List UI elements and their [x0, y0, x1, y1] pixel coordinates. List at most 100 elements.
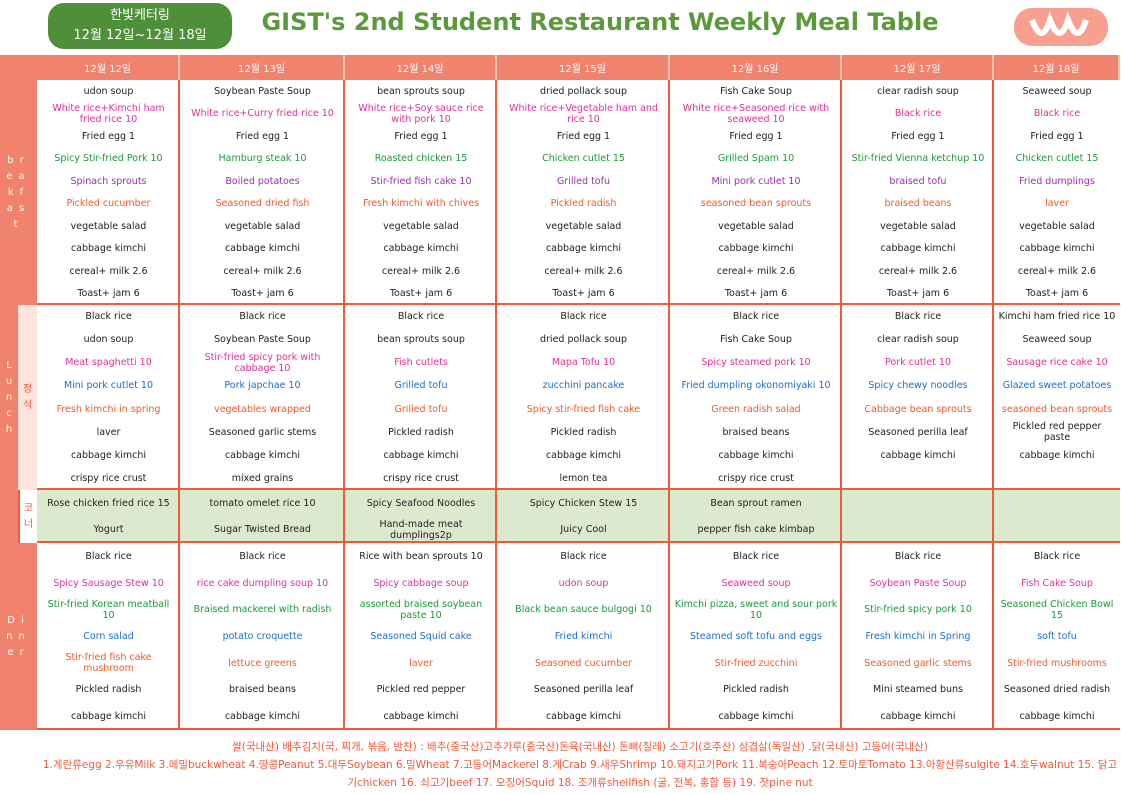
menu-item: Fresh kimchi in Spring	[865, 630, 971, 642]
menu-item: Fried egg 1	[235, 130, 290, 142]
menu-item: Fresh kimchi with chives	[362, 198, 480, 210]
menu-item: cabbage kimchi	[718, 243, 794, 255]
column-frame	[37, 543, 180, 730]
column-frame	[345, 80, 497, 305]
allergen-note: 1.계란류egg 2.우유Milk 3.메밀buckwheat 4.땅콩Pean…	[42, 759, 1118, 789]
menu-item: Pickled radish	[723, 684, 789, 696]
menu-item: Mini pork cutlet 10	[711, 175, 801, 187]
menu-item: dried pollack soup	[540, 85, 627, 97]
column-frame	[345, 543, 497, 730]
column-frame	[180, 490, 345, 543]
menu-item: Black rice	[1033, 108, 1081, 120]
menu-item: cabbage kimchi	[718, 711, 794, 723]
menu-item: cabbage kimchi	[880, 449, 956, 461]
menu-item: Pickled radish	[550, 198, 617, 210]
menu-item: vegetable salad	[718, 220, 794, 232]
column-frame	[670, 490, 842, 543]
menu-item: Spicy Sausage Stew 10	[53, 577, 164, 589]
column-frame	[497, 80, 670, 305]
menu-item: Black rice	[894, 108, 942, 120]
menu-item: Stir-fried Korean meatball 10	[47, 598, 170, 621]
menu-item: Black rice	[732, 550, 780, 562]
menu-item: Stir-fried Vienna ketchup 10	[851, 153, 985, 165]
menu-item: Stir-fried spicy pork with cabbage 10	[204, 351, 321, 374]
menu-item: Spicy cabbage soup	[373, 577, 469, 589]
menu-item: Rice with bean sprouts 10	[359, 550, 483, 562]
menu-item: Fried egg 1	[556, 130, 611, 142]
menu-item: seasoned bean sprouts	[1001, 403, 1113, 415]
menu-item: udon soup	[83, 334, 134, 346]
menu-item: Chicken cutlet 15	[542, 153, 625, 165]
column-frame	[345, 305, 497, 490]
menu-item: braised tofu	[889, 175, 947, 187]
section-label: 코너	[18, 490, 37, 543]
column-frame	[842, 543, 994, 730]
menu-item: braised beans	[884, 198, 952, 210]
menu-item: cabbage kimchi	[545, 449, 622, 461]
menu-item: cabbage kimchi	[70, 711, 147, 723]
column-frame	[497, 543, 670, 730]
menu-item: rice cake dumpling soup 10	[196, 577, 329, 589]
menu-item: Pickled radish	[388, 426, 454, 438]
menu-item: cereal+ milk 2.6	[716, 265, 796, 277]
column-frame	[345, 490, 497, 543]
menu-item: cabbage kimchi	[1019, 711, 1095, 723]
menu-item: Stir-fried fish cake mushroom	[65, 652, 152, 675]
menu-item: vegetable salad	[880, 220, 956, 232]
menu-item: Spinach sprouts	[70, 175, 147, 187]
menu-item: clear radish soup	[877, 85, 959, 97]
menu-item: cabbage kimchi	[70, 449, 147, 461]
menu-item: Kimchi pizza, sweet and sour pork 10	[674, 598, 838, 621]
menu-item: soft tofu	[1037, 630, 1077, 642]
menu-item: Toast+ jam 6	[77, 288, 140, 300]
day-header: 12월 16일	[670, 55, 842, 80]
menu-item: crispy rice crust	[718, 472, 794, 484]
menu-item: Fish Cake Soup	[720, 334, 792, 346]
menu-item: Hand-made meat dumplings2p	[379, 518, 463, 541]
menu-item: White rice+Soy sauce rice with pork 10	[358, 102, 484, 125]
menu-item: vegetable salad	[383, 220, 459, 232]
caterer-name: 한빛케터링	[110, 8, 170, 23]
menu-item: Black rice	[560, 550, 607, 562]
menu-item: Pickled red pepper paste	[1012, 421, 1102, 444]
menu-item: cabbage kimchi	[383, 711, 459, 723]
menu-item: Black rice	[397, 311, 445, 323]
day-header: 12월 15일	[497, 55, 670, 80]
menu-item: Mapa Tofu 10	[551, 357, 616, 369]
menu-item: Spicy Seafood Noodles	[366, 497, 476, 509]
menu-item: Toast+ jam 6	[552, 288, 615, 300]
menu-item: Steamed soft tofu and eggs	[690, 630, 822, 642]
menu-item: Seasoned garlic stems	[864, 657, 972, 669]
menu-item: Roasted chicken 15	[374, 153, 468, 165]
menu-item: bean sprouts soup	[377, 334, 465, 346]
menu-item: lemon tea	[559, 472, 608, 484]
menu-item: Soybean Paste Soup	[214, 85, 311, 97]
menu-item: cabbage kimchi	[545, 243, 622, 255]
menu-item: Seasoned garlic stems	[208, 426, 317, 438]
menu-item: zucchini pancake	[542, 380, 625, 392]
section-label: Dinner	[0, 543, 37, 730]
decoration	[1014, 8, 1108, 46]
section-label-bg	[0, 490, 18, 543]
menu-item: clear radish soup	[877, 334, 959, 346]
menu-item: Black bean sauce bulgogi 10	[515, 604, 652, 616]
column-frame	[180, 543, 345, 730]
menu-item: Black rice	[732, 311, 780, 323]
menu-item: Stir-fried spicy pork 10	[864, 604, 972, 616]
menu-item: Grilled tofu	[394, 380, 448, 392]
column-frame	[37, 80, 180, 305]
column-frame	[994, 543, 1120, 730]
menu-item: pepper fish cake kimbap	[697, 524, 815, 536]
menu-item: cereal+ milk 2.6	[381, 265, 461, 277]
column-frame	[37, 490, 180, 543]
menu-item: cabbage kimchi	[224, 711, 301, 723]
section-label: breakfast	[0, 80, 37, 305]
menu-item: White rice+Vegetable ham and rice 10	[509, 102, 658, 125]
menu-item: Fried egg 1	[729, 130, 783, 142]
menu-item: cabbage kimchi	[383, 243, 459, 255]
menu-item: Fish Cake Soup	[1021, 577, 1093, 589]
date-range: 12월 12일~12월 18일	[73, 28, 207, 43]
section-sublabel: 정식	[18, 305, 37, 490]
column-frame	[994, 80, 1120, 305]
menu-item: laver	[409, 657, 433, 669]
